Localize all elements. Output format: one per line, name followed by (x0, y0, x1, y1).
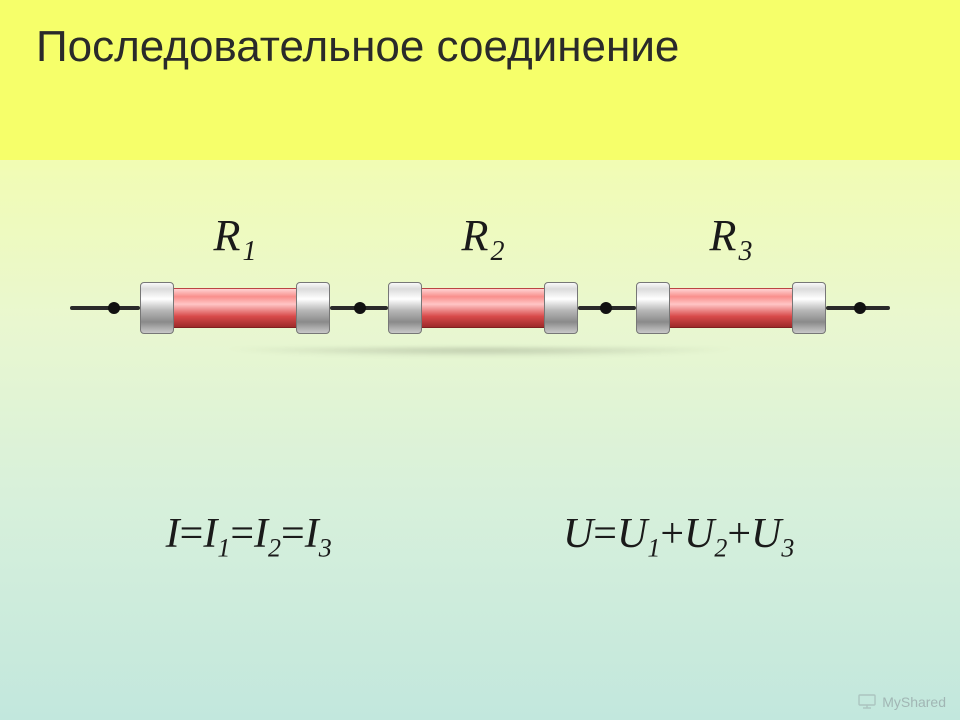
resistor-cap (388, 282, 422, 334)
diagram-shadow (110, 348, 850, 366)
resistor-cap (544, 282, 578, 334)
resistor-cap (792, 282, 826, 334)
circuit-node (354, 302, 366, 314)
wire-segment (70, 306, 140, 310)
resistor-body (670, 288, 792, 328)
circuit-node (108, 302, 120, 314)
resistor (636, 282, 826, 334)
watermark-text: MyShared (882, 694, 946, 710)
current-equation: I=I1=I2=I3 (166, 510, 332, 563)
content-area: R1 R2 R3 I=I1=I2=I3 U=U1+U2+U3 (0, 0, 960, 720)
equations-row: I=I1=I2=I3 U=U1+U2+U3 (0, 510, 960, 563)
circuit-node (854, 302, 866, 314)
resistor (388, 282, 578, 334)
resistor-cap (296, 282, 330, 334)
series-circuit-diagram: R1 R2 R3 (70, 210, 890, 370)
resistor (140, 282, 330, 334)
voltage-equation: U=U1+U2+U3 (563, 510, 794, 563)
presentation-icon (858, 694, 876, 710)
resistor-label: R2 (388, 210, 578, 268)
resistor-body (174, 288, 296, 328)
resistor-cap (140, 282, 174, 334)
watermark: MyShared (858, 694, 946, 710)
circuit-node (600, 302, 612, 314)
resistor-label: R1 (140, 210, 330, 268)
resistor-label: R3 (636, 210, 826, 268)
resistor-body (422, 288, 544, 328)
resistor-cap (636, 282, 670, 334)
